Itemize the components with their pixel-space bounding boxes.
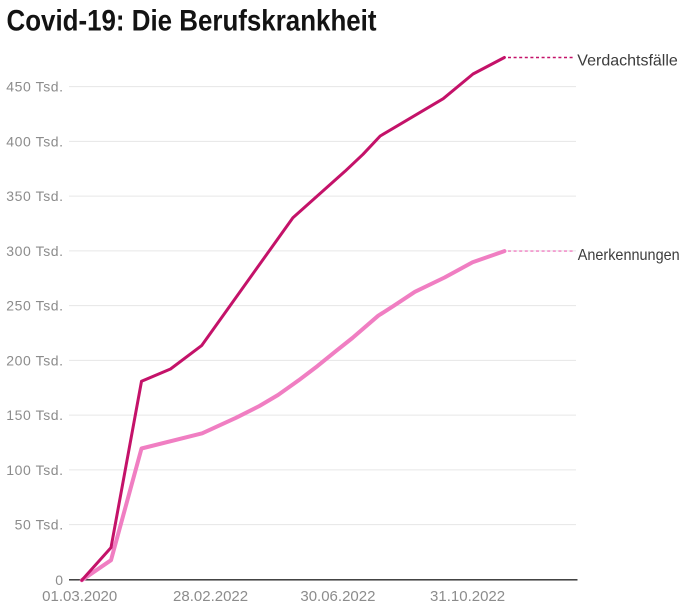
svg-text:350 Tsd.: 350 Tsd. [6, 188, 63, 204]
svg-text:31.10.2022: 31.10.2022 [430, 588, 505, 605]
svg-text:400 Tsd.: 400 Tsd. [6, 133, 63, 149]
svg-text:300 Tsd.: 300 Tsd. [6, 243, 63, 259]
svg-text:30.06.2022: 30.06.2022 [300, 588, 375, 605]
svg-text:250 Tsd.: 250 Tsd. [6, 298, 63, 314]
svg-text:150 Tsd.: 150 Tsd. [6, 407, 63, 423]
svg-text:Covid-19: Die Berufskrankheit: Covid-19: Die Berufskrankheit [7, 5, 377, 38]
svg-text:Anerkennungen: Anerkennungen [578, 247, 680, 264]
svg-text:01.03.2020: 01.03.2020 [42, 588, 117, 605]
svg-text:50 Tsd.: 50 Tsd. [15, 517, 64, 533]
svg-text:200 Tsd.: 200 Tsd. [6, 352, 63, 368]
svg-text:100 Tsd.: 100 Tsd. [6, 462, 63, 478]
svg-text:0: 0 [55, 572, 63, 588]
svg-text:Verdachtsfälle: Verdachtsfälle [577, 53, 678, 70]
svg-text:28.02.2022: 28.02.2022 [173, 588, 248, 605]
svg-text:450 Tsd.: 450 Tsd. [6, 79, 63, 95]
